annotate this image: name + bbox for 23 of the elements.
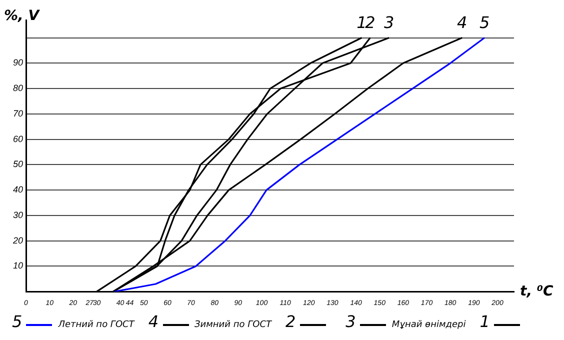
y-tick-label: 20 [12,235,24,246]
legend-label: Зимний по ГОСТ [194,320,272,330]
legend-label: Летний по ГОСТ [58,320,134,330]
y-tick-label: 50 [12,159,24,170]
text: 1 [480,312,490,331]
text: 4 [148,312,158,331]
legend-label: Мұнай өнімдері [392,320,466,330]
y-tick-label: 10 [12,260,24,271]
y-tick-label: 30 [12,210,24,220]
y-tick-label: 80 [12,83,24,94]
x-axis-title: t, ⁰C [520,284,554,300]
annotation: 3 [384,12,394,32]
text: 3 [346,312,356,331]
annotation: 2 [365,12,376,32]
y-tick-label: 90 [12,58,24,68]
y-tick-label: 40 [12,184,24,195]
annotation: 4 [457,12,468,32]
annotation: 5 [479,12,490,32]
text: 5 [12,312,22,331]
y-axis-title: %, V [4,8,40,24]
y-tick-label: 70 [12,108,24,118]
y-tick-label: 60 [12,134,24,144]
text: 2 [285,312,296,331]
